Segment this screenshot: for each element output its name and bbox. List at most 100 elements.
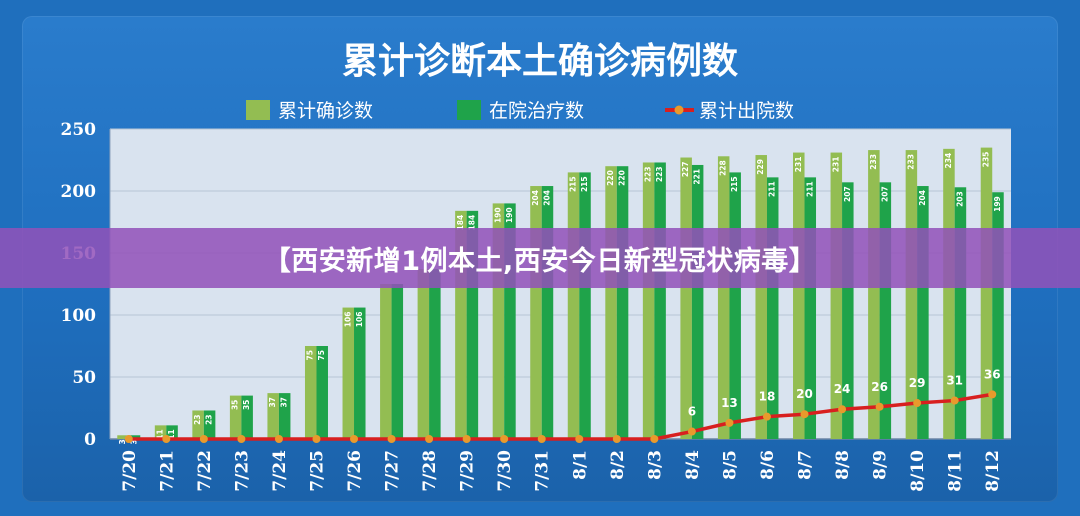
bar: [567, 172, 580, 439]
x-tick-label: 8/3: [645, 450, 665, 480]
line-marker: [612, 435, 621, 443]
y-tick-label: 50: [72, 368, 96, 388]
line-value-label: 29: [909, 376, 926, 390]
line-value-label: 36: [984, 367, 1001, 381]
x-tick-label: 7/24: [270, 450, 290, 492]
bar: [166, 425, 178, 439]
bar: [680, 157, 692, 439]
x-tick-label: 7/29: [458, 450, 478, 492]
legend-label: 累计出院数: [699, 100, 794, 122]
bar: [492, 203, 505, 439]
bar-value-label: 3: [130, 439, 139, 444]
bar-value-label: 215: [730, 176, 739, 192]
legend-swatch: [246, 100, 270, 120]
bar: [316, 346, 328, 439]
x-tick-label: 7/31: [533, 450, 553, 492]
bar-value-label: 23: [193, 414, 202, 424]
bar-value-label: 233: [869, 154, 878, 170]
x-tick-label: 8/1: [570, 450, 590, 480]
bar: [793, 152, 805, 439]
bar: [354, 307, 366, 439]
bar-value-label: 211: [805, 181, 814, 197]
line-marker: [274, 435, 283, 443]
x-tick-label: 7/28: [420, 450, 440, 492]
bar-value-label: 228: [719, 160, 728, 176]
bar: [954, 187, 967, 439]
legend-swatch: [457, 100, 481, 120]
bar-value-label: 11: [167, 429, 176, 439]
bar-value-label: 229: [756, 159, 765, 175]
line-marker: [762, 412, 771, 421]
x-tick-label: 8/5: [720, 450, 740, 480]
bar-value-label: 221: [693, 169, 702, 185]
x-tick-label: 8/6: [758, 450, 778, 480]
bar-value-label: 215: [580, 176, 589, 192]
line-marker: [913, 399, 922, 408]
bar: [579, 172, 591, 439]
line-marker: [312, 435, 321, 443]
bar: [992, 192, 1004, 439]
chart-title: 累计诊断本土确诊病例数: [342, 41, 738, 82]
bar-value-label: 231: [794, 157, 803, 173]
bar-value-label: 204: [531, 190, 540, 206]
line-marker: [500, 435, 509, 443]
line-value-label: 20: [796, 387, 813, 401]
line-value-label: 24: [834, 382, 851, 396]
bar: [192, 410, 204, 439]
x-tick-label: 8/11: [946, 450, 966, 492]
line-value-label: 6: [688, 405, 696, 419]
bar-value-label: 75: [306, 350, 315, 360]
bar-value-label: 75: [317, 350, 326, 360]
line-marker: [237, 435, 246, 443]
bar-value-label: 184: [467, 215, 476, 231]
bar-value-label: 203: [955, 191, 964, 207]
line-marker: [124, 435, 133, 443]
bar: [879, 182, 892, 439]
bar: [504, 203, 516, 439]
x-tick-label: 8/9: [871, 450, 891, 480]
bar-value-label: 37: [280, 397, 289, 407]
bar: [766, 177, 779, 440]
bar-value-label: 204: [542, 190, 551, 206]
x-tick-label: 8/12: [983, 450, 1003, 492]
bar: [278, 393, 291, 439]
x-tick-label: 7/27: [383, 450, 403, 492]
x-tick-label: 7/22: [195, 450, 215, 492]
bar-value-label: 227: [681, 162, 690, 178]
bar-value-label: 223: [655, 166, 664, 182]
bar: [466, 210, 479, 439]
bar-value-label: 215: [569, 176, 578, 192]
bar-value-label: 190: [505, 207, 514, 223]
bar-value-label: 231: [831, 157, 840, 173]
x-tick-label: 7/25: [307, 450, 327, 492]
line-marker: [537, 435, 546, 443]
bar: [267, 393, 279, 439]
bar-value-label: 204: [918, 190, 927, 206]
bar: [842, 182, 854, 439]
line-value-label: 26: [871, 380, 888, 394]
y-tick-label: 100: [61, 306, 97, 326]
bar: [380, 284, 392, 439]
line-marker: [687, 427, 696, 436]
bar-value-label: 106: [343, 312, 352, 328]
bar-value-label: 207: [843, 186, 852, 202]
x-tick-label: 8/10: [908, 450, 928, 492]
legend-label: 在院治疗数: [489, 100, 584, 122]
line-marker: [875, 402, 884, 411]
line-marker: [387, 435, 396, 443]
y-tick-label: 250: [61, 120, 97, 140]
bar-value-label: 223: [644, 166, 653, 182]
bar: [868, 150, 880, 439]
bar: [729, 172, 741, 439]
x-tick-label: 8/4: [683, 450, 703, 480]
y-tick-label: 200: [61, 182, 97, 202]
bar: [530, 186, 542, 439]
bar: [417, 269, 430, 439]
line-marker: [162, 435, 171, 443]
line-marker: [988, 390, 997, 399]
bar: [943, 148, 955, 439]
x-tick-label: 7/30: [495, 450, 515, 492]
headline-banner: 【西安新增1例本土,西安今日新型冠状病毒】: [0, 228, 1080, 288]
bar: [541, 186, 554, 439]
